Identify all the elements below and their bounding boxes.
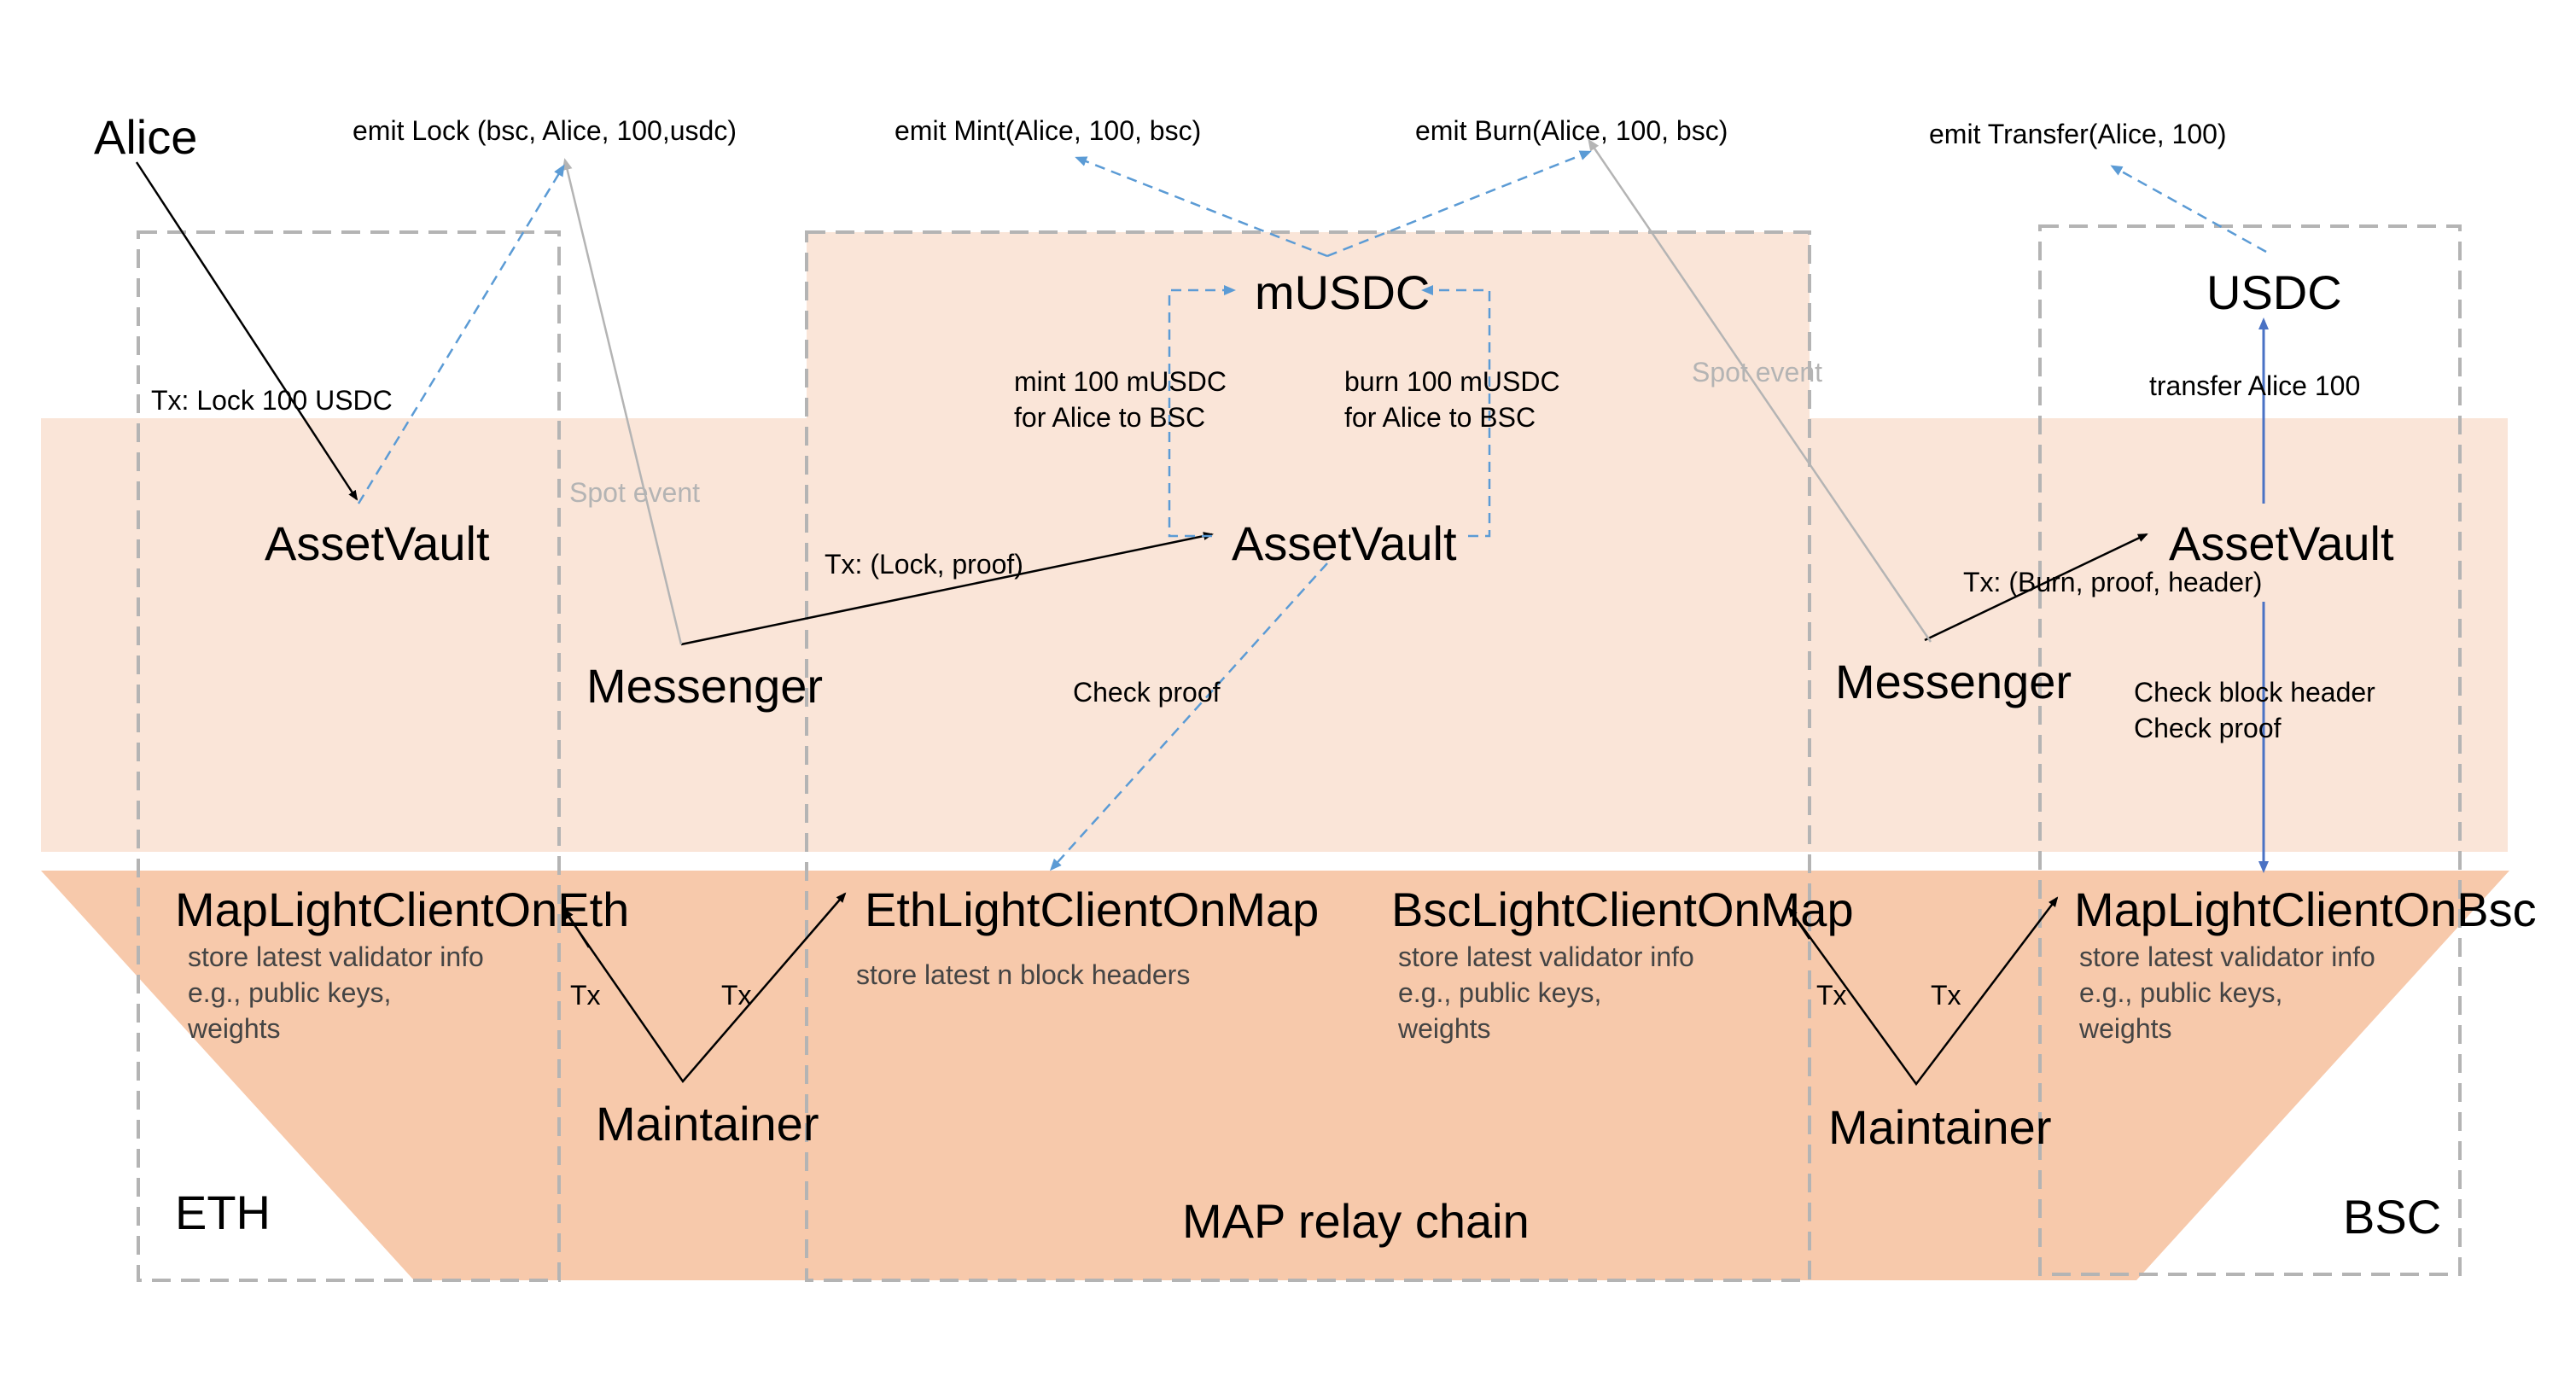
contract-layer-band <box>41 418 2508 852</box>
maintainer-right-tx-arrow-left <box>1787 906 1811 940</box>
usdc-contract: USDC <box>2206 265 2342 319</box>
messenger-tx-burn-arrow <box>1924 533 2148 642</box>
eth-chain-label: ETH <box>175 1186 271 1239</box>
alice-label: Alice <box>94 110 197 164</box>
check-proof-arrow <box>1049 562 1328 871</box>
burn-event-text: emit Burn(Alice, 100, bsc) <box>1415 115 1728 146</box>
tx-lock-label: Tx: Lock 100 USDC <box>151 385 393 416</box>
transfer-event-text: emit Transfer(Alice, 100) <box>1929 119 2227 149</box>
eth-light-client-on-map: EthLightClientOnMap <box>865 883 1319 936</box>
map-light-client-on-bsc: MapLightClientOnBsc <box>2074 883 2537 936</box>
transfer-alice-label: transfer Alice 100 <box>2149 370 2360 401</box>
map-lc-eth-note-3: weights <box>187 1013 281 1044</box>
map-chain-label: MAP relay chain <box>1182 1194 1530 1248</box>
maintainer-left-tx-arrow-left <box>563 908 591 948</box>
map-lc-bsc-note-2: e.g., public keys, <box>2079 977 2282 1008</box>
messenger-right-label: Messenger <box>1835 655 2072 708</box>
light-client-layer-band <box>41 871 2509 1280</box>
mint-event-arrow <box>1075 156 1328 258</box>
map-chain-box <box>805 230 1811 1282</box>
bsc-chain-label: BSC <box>2343 1190 2441 1244</box>
spot-event-left-line <box>562 158 683 645</box>
mint-event-text: emit Mint(Alice, 100, bsc) <box>895 115 1201 146</box>
messenger-left-label: Messenger <box>586 659 823 713</box>
maintainer-right-lines <box>1786 896 2059 1087</box>
map-lc-bsc-note-1: store latest validator info <box>2079 941 2375 972</box>
mint-loop-arrow <box>1168 285 1236 538</box>
bsc-light-client-on-map: BscLightClientOnMap <box>1391 883 1854 936</box>
maintainer-left-label: Maintainer <box>596 1097 819 1151</box>
burn-loop-arrow <box>1421 285 1491 538</box>
transfer-event-arrow <box>2110 165 2267 253</box>
mint-action-line1: mint 100 mUSDC <box>1014 366 1227 397</box>
spot-event-right-line <box>1588 138 1932 643</box>
bsc-lc-map-note-1: store latest validator info <box>1398 941 1694 972</box>
map-chain-upper-block <box>807 232 1810 418</box>
map-lc-eth-note-1: store latest validator info <box>188 941 484 972</box>
check-proof-label: Check proof <box>1073 677 1221 708</box>
bsc-lc-map-note-2: e.g., public keys, <box>1398 977 1601 1008</box>
asset-vault-bsc: AssetVault <box>2169 516 2394 570</box>
burn-event-arrow <box>1326 150 1592 258</box>
asset-vault-map: AssetVault <box>1232 516 1457 570</box>
alice-to-vault-arrow <box>135 161 358 501</box>
check-proof-bsc-label: Check proof <box>2134 713 2282 743</box>
map-lc-bsc-note-3: weights <box>2078 1013 2172 1044</box>
asset-vault-eth: AssetVault <box>265 516 490 570</box>
eth-lc-map-note-1: store latest n block headers <box>856 959 1190 990</box>
tx-label-2: Tx <box>721 980 752 1011</box>
lock-event-arrow <box>357 164 565 504</box>
map-light-client-on-eth: MapLightClientOnEth <box>175 883 629 936</box>
tx-label-3: Tx <box>1816 980 1847 1011</box>
check-block-header-label: Check block header <box>2134 677 2375 708</box>
tx-label-1: Tx <box>570 980 601 1011</box>
burn-action-line1: burn 100 mUSDC <box>1344 366 1560 397</box>
lock-event-text: emit Lock (bsc, Alice, 100,usdc) <box>353 115 737 146</box>
burn-action-line2: for Alice to BSC <box>1344 402 1536 433</box>
messenger-tx-lock-proof-arrow <box>680 532 1214 646</box>
maintainer-right-label: Maintainer <box>1828 1100 2051 1154</box>
tx-lock-proof-label: Tx: (Lock, proof) <box>825 549 1023 580</box>
mint-action-line2: for Alice to BSC <box>1014 402 1205 433</box>
bsc-chain-box <box>2038 224 2462 1276</box>
spot-event-right-label: Spot event <box>1692 357 1822 387</box>
tx-burn-proof-header-label: Tx: (Burn, proof, header) <box>1963 567 2262 597</box>
bsc-lc-map-note-3: weights <box>1397 1013 1491 1044</box>
spot-event-left-label: Spot event <box>569 477 700 508</box>
eth-chain-box <box>137 230 561 1282</box>
musdc-contract: mUSDC <box>1255 265 1430 319</box>
map-lc-eth-note-2: e.g., public keys, <box>188 977 391 1008</box>
maintainer-left-lines <box>562 892 847 1084</box>
tx-label-4: Tx <box>1931 980 1961 1011</box>
